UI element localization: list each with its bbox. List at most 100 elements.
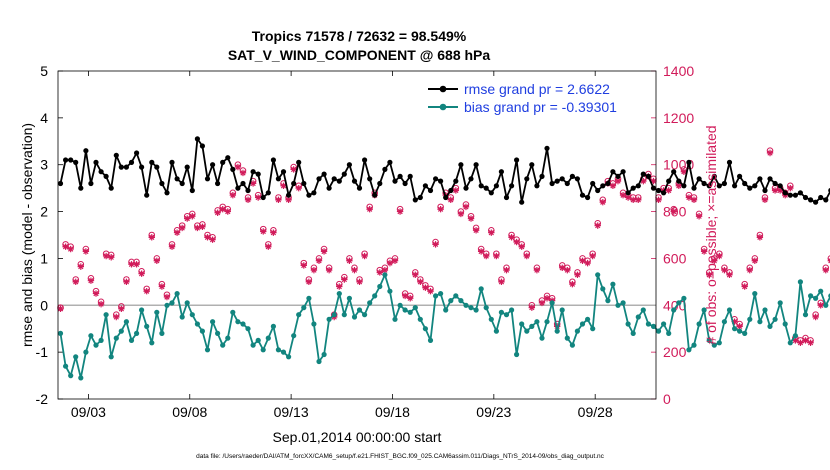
bias-point [498,309,504,315]
bias-point [367,300,373,306]
obs-assimilated-marker [381,266,389,274]
rmse-point [331,176,337,182]
obs-assimilated-marker [599,199,606,206]
bias-point [802,312,809,318]
obs-assimilated-marker [614,177,622,185]
bias-point [610,281,616,287]
rmse-point [199,143,205,149]
rmse-point [503,194,510,201]
left-y-tick-label: -2 [36,391,49,407]
obs-assimilated-marker [452,187,460,194]
right-y-tick-label: 1400 [663,63,694,79]
rmse-point [579,192,586,198]
bias-point [88,333,94,339]
obs-assimilated-marker [67,245,74,253]
bias-point [716,340,722,346]
rmse-point [554,178,560,184]
obs-assimilated-marker [457,210,465,218]
bias-point [438,291,444,297]
obs-assimilated-marker [310,266,318,274]
rmse-point [514,157,520,163]
bias-point [57,330,64,336]
rmse-point [706,183,712,189]
rmse-point [473,162,479,168]
obs-assimilated-marker [407,295,414,302]
obs-assimilated-marker [624,194,632,201]
rmse-point [174,176,180,182]
rmse-point [823,197,829,203]
rmse-point [128,159,135,165]
bias-point [590,326,596,332]
bias-point [818,288,824,294]
rmse-point [118,164,124,170]
rmse-point [625,190,631,196]
rmse-point [341,171,347,177]
obs-assimilated-marker [721,266,728,274]
x-ticks: 09/03 09/08 09/13 09/18 09/23 09/28 [71,71,613,420]
bias-point [215,330,221,336]
x-tick-label: 09/13 [274,404,309,420]
bias-point [564,335,570,341]
bias-point [220,342,226,348]
bias-point [737,328,743,334]
obs-assimilated-marker [650,177,657,185]
right-y-tick-label: 0 [663,391,671,407]
bias-point [483,305,489,311]
obs-assimilated-marker [751,257,759,264]
obs-assimilated-marker [184,215,191,222]
bias-point [554,328,560,334]
obs-assimilated-marker [396,208,404,215]
obs-count-layer [57,147,830,346]
rmse-point [585,194,591,201]
rmse-point [286,192,292,198]
obs-assimilated-marker [797,339,804,346]
bias-point [757,319,763,325]
obs-assimilated-marker [477,248,485,255]
obs-assimilated-marker [366,206,373,213]
bias-point [732,326,738,332]
obs-assimilated-marker [254,194,262,201]
rmse-point [691,185,697,191]
bias-point [174,291,180,297]
bias-point [585,316,591,322]
rmse-point [605,180,611,187]
obs-assimilated-marker [766,149,774,157]
bias-point [377,283,383,290]
rmse-point [696,176,702,182]
obs-assimilated-marker [189,213,196,220]
rmse-point [402,180,408,187]
obs-assimilated-marker [356,278,363,286]
rmse-point [645,173,652,179]
legend-bias-label: bias grand pr = -0.39301 [464,99,617,115]
rmse-point [88,180,94,187]
bias-point [529,323,535,329]
rmse-point [777,183,783,189]
bias-point [463,302,469,308]
bias-point [458,298,464,304]
obs-assimilated-marker [822,266,829,274]
rmse-point [443,194,449,201]
obs-assimilated-marker [270,229,277,236]
bias-point [453,293,459,299]
obs-assimilated-marker [817,302,824,309]
obs-assimilated-marker [711,257,718,264]
obs-assimilated-marker [219,206,226,213]
left-y-tick-label: 2 [40,204,48,220]
rmse-point [787,192,793,198]
rmse-point [387,159,393,165]
rmse-point [57,180,64,187]
rmse-point [144,192,150,198]
obs-assimilated-marker [391,257,399,264]
rmse-point [478,183,484,189]
bias-point [503,312,510,318]
rmse-point [63,157,69,163]
x-tick-label: 09/03 [71,404,106,420]
obs-assimilated-marker [320,248,328,255]
rmse-point [544,145,550,151]
rmse-point [671,169,677,175]
bias-point [321,351,327,358]
obs-assimilated-marker [133,261,140,268]
bias-point [615,302,621,308]
bias-point [655,328,662,334]
